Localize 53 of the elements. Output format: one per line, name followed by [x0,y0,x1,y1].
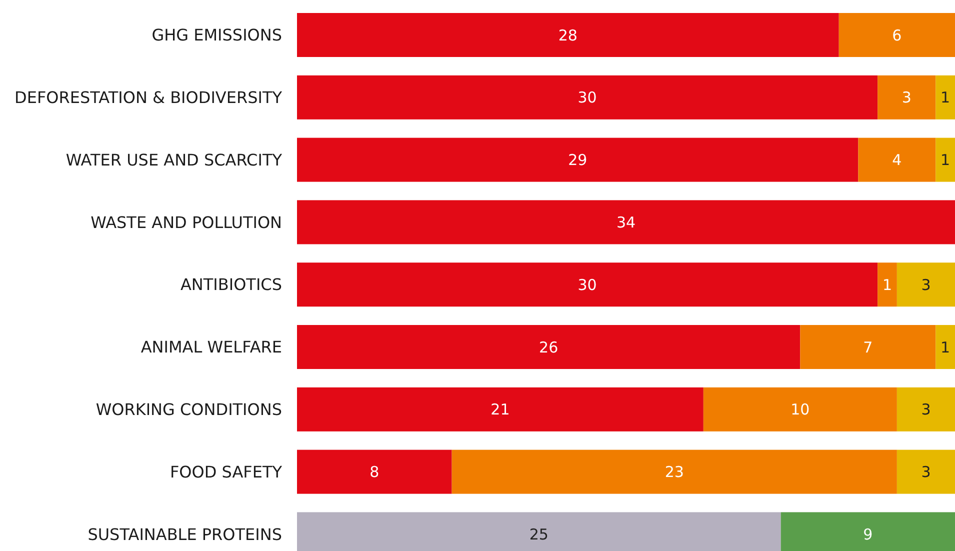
bar [896,387,955,432]
data-label: 6 [892,26,902,44]
data-label: 21 [490,400,510,419]
data-label: 9 [863,525,873,544]
bar [896,262,955,307]
data-label: 7 [863,338,873,356]
data-label: 3 [921,276,931,294]
data-label: 26 [539,338,558,356]
y-tick-label: DEFORESTATION & BIODIVERSITY [14,88,282,107]
bar [297,200,955,244]
data-label: 30 [578,88,597,107]
y-tick-label: FOOD SAFETY [170,462,282,482]
data-label: 1 [940,338,950,356]
data-label: 23 [664,463,684,482]
bar [838,13,955,57]
data-label: 3 [921,400,931,419]
bar [297,325,800,369]
bar [896,450,955,494]
y-tick-label: ANTIBIOTICS [180,275,282,294]
bar [878,75,936,120]
data-label: 25 [529,525,548,544]
bar [858,138,936,182]
bar [297,262,878,307]
bar [297,450,452,494]
data-label: 34 [616,213,636,232]
data-label: 1 [940,88,950,107]
y-tick-label: WASTE AND POLLUTION [90,212,282,232]
bar [703,387,897,432]
data-label: 10 [790,400,810,419]
bar [297,138,858,182]
y-tick-label: WATER USE AND SCARCITY [66,150,282,170]
data-label: 29 [568,151,588,170]
bar [452,450,897,494]
bar [936,325,955,369]
bar [878,262,897,307]
data-label: 3 [921,463,931,482]
bar [297,387,704,432]
y-tick-label: ANIMAL WELFARE [140,338,282,357]
bar [936,138,955,182]
data-label: 3 [902,88,912,107]
data-label: 1 [940,151,950,170]
bar [936,75,955,120]
bar [800,325,936,369]
y-tick-label: WORKING CONDITIONS [96,400,282,419]
bar [297,13,839,57]
bar [297,75,878,120]
data-label: 28 [558,26,578,44]
data-label: 8 [370,463,380,482]
y-tick-label: GHG EMISSIONS [152,26,282,45]
y-tick-label: SUSTAINABLE PROTEINS [88,524,282,544]
data-label: 4 [892,151,902,170]
data-label: 1 [882,276,892,294]
data-label: 30 [578,276,597,294]
